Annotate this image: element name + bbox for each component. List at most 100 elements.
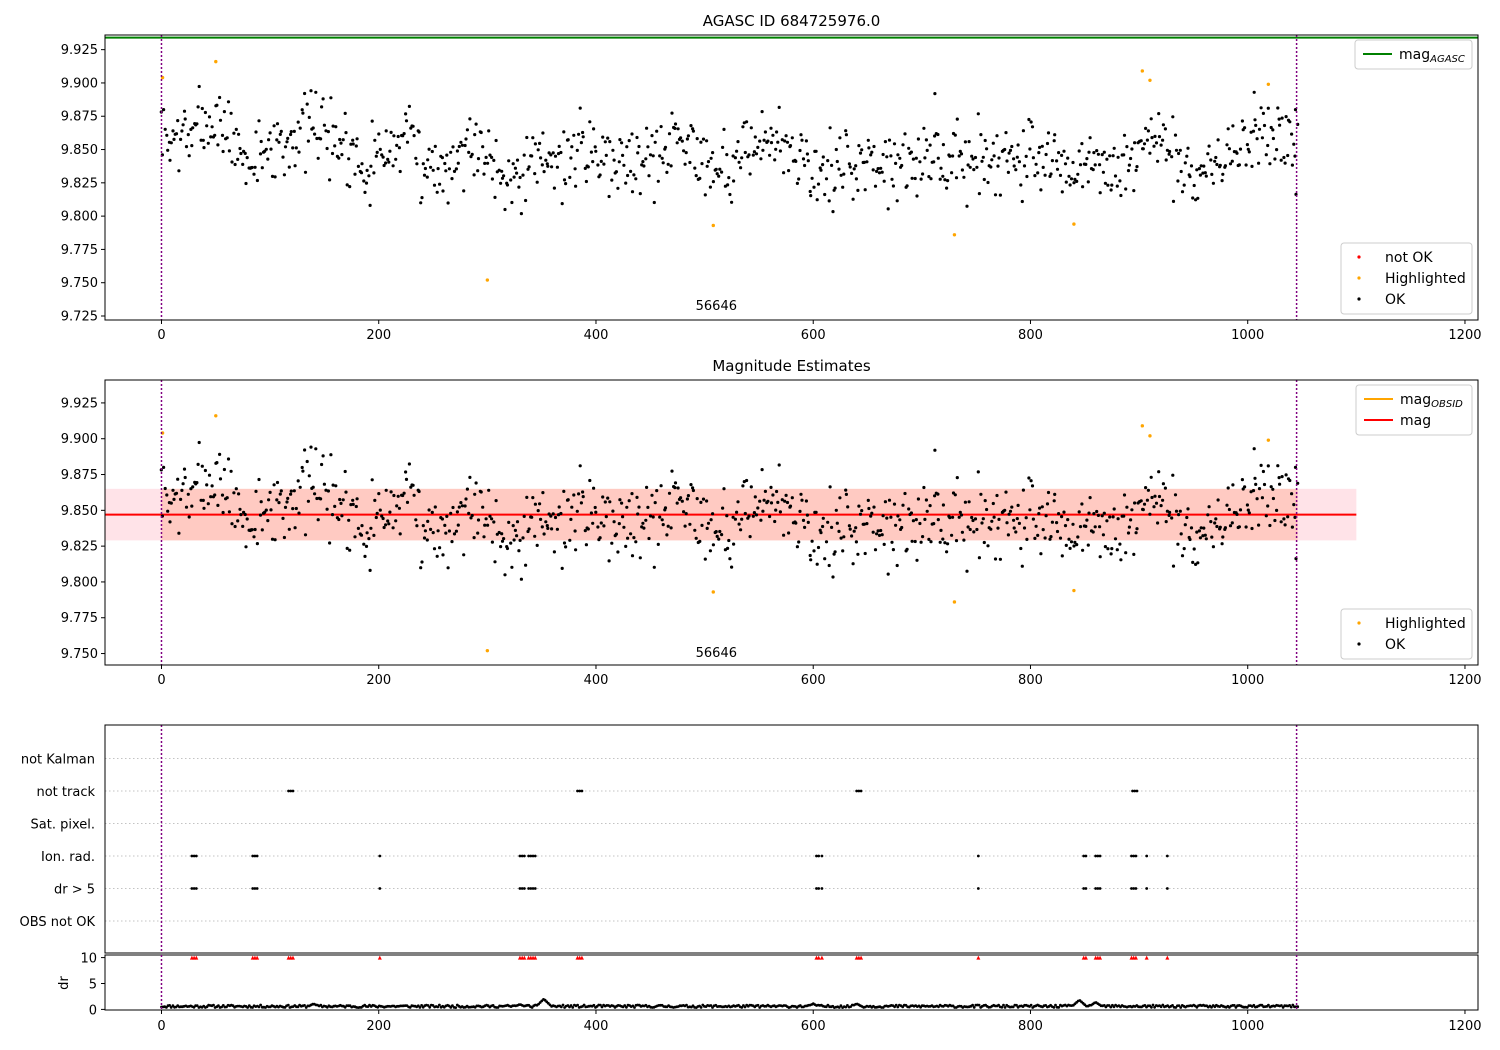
ok-data-point xyxy=(1108,154,1112,158)
ok-data-point xyxy=(816,182,821,186)
ok-data-point xyxy=(499,181,503,185)
ok-data-point xyxy=(979,492,983,496)
ok-data-point xyxy=(1271,136,1275,141)
ok-data-point xyxy=(837,529,841,534)
legend-label: magOBSID xyxy=(1400,392,1463,410)
ok-data-point xyxy=(933,134,937,138)
ok-data-point xyxy=(948,516,952,520)
ok-data-point xyxy=(356,526,360,531)
ok-data-point xyxy=(669,526,673,530)
ok-data-point xyxy=(432,547,437,551)
ok-data-point xyxy=(526,167,530,171)
ok-data-point xyxy=(492,158,496,162)
ok-data-point xyxy=(885,155,889,159)
flag-category-label: Sat. pixel. xyxy=(31,818,95,833)
ok-data-point xyxy=(1027,117,1031,122)
ok-data-point xyxy=(1084,162,1088,166)
ok-data-point xyxy=(560,202,564,206)
ok-data-point xyxy=(1036,533,1040,538)
ok-data-point xyxy=(292,489,296,493)
ok-data-point xyxy=(254,130,258,134)
ok-data-point xyxy=(810,176,814,180)
ok-data-point xyxy=(578,464,582,468)
ok-data-point xyxy=(500,532,504,536)
ok-data-point xyxy=(449,511,453,515)
not-ok-marker xyxy=(522,955,527,960)
ok-data-point xyxy=(348,185,352,189)
ok-data-point xyxy=(998,557,1003,561)
ok-data-point xyxy=(544,158,548,162)
ok-data-point xyxy=(1269,125,1273,130)
ok-data-point xyxy=(1278,123,1282,127)
dr-data-point xyxy=(1150,1005,1153,1009)
ok-data-point xyxy=(1126,169,1131,173)
ok-data-point xyxy=(354,144,358,148)
ok-data-point xyxy=(763,130,768,134)
flag-marker xyxy=(1098,887,1102,890)
ok-data-point xyxy=(979,133,983,137)
ok-data-point xyxy=(303,91,307,96)
ok-data-point xyxy=(411,483,415,487)
ok-data-point xyxy=(374,154,378,158)
ok-data-point xyxy=(866,498,870,502)
ok-data-point xyxy=(895,563,899,568)
ok-data-point xyxy=(586,165,590,169)
ok-data-point xyxy=(353,172,357,176)
ok-data-point xyxy=(467,150,471,154)
dr-data-point xyxy=(894,1003,898,1007)
ok-data-point xyxy=(726,183,730,187)
not-ok-marker xyxy=(290,955,295,960)
ok-data-point xyxy=(857,144,861,148)
ok-data-point xyxy=(989,165,993,169)
ok-data-point xyxy=(1235,512,1239,517)
ok-data-point xyxy=(721,506,725,510)
ok-data-point xyxy=(901,503,905,507)
ok-data-point xyxy=(1156,159,1160,163)
ok-data-point xyxy=(768,153,772,157)
ok-data-point xyxy=(1203,533,1207,537)
ok-data-point xyxy=(210,484,214,488)
ok-data-point xyxy=(718,529,722,534)
ok-data-point xyxy=(462,553,466,557)
dr-data-point xyxy=(756,1003,760,1007)
ok-data-point xyxy=(785,140,790,144)
ok-data-point xyxy=(826,159,830,163)
ok-data-point xyxy=(562,130,566,134)
ok-data-point xyxy=(1161,482,1165,486)
y-tick-label: 9.900 xyxy=(61,76,98,91)
ok-data-point xyxy=(773,519,777,524)
dr-data-point xyxy=(438,1003,441,1007)
ok-data-point xyxy=(446,201,450,205)
ok-data-point xyxy=(438,546,442,550)
ok-data-point xyxy=(682,510,686,514)
ok-data-point xyxy=(673,122,678,126)
ok-data-point xyxy=(1048,174,1052,178)
ok-data-point xyxy=(1080,142,1084,146)
ok-data-point xyxy=(1062,510,1066,514)
ok-data-point xyxy=(1277,476,1281,480)
ok-data-point xyxy=(365,168,369,172)
ok-data-point xyxy=(844,488,848,492)
ok-data-point xyxy=(1029,120,1033,124)
ok-data-point xyxy=(684,151,688,155)
legend-label: not OK xyxy=(1385,250,1433,266)
ok-data-point xyxy=(708,185,713,189)
ok-data-point xyxy=(1210,172,1214,176)
ok-data-point xyxy=(539,156,543,160)
ok-data-point xyxy=(202,146,206,150)
ok-data-point xyxy=(472,173,476,177)
ok-data-point xyxy=(708,549,713,553)
ok-data-point xyxy=(482,535,486,539)
ok-data-point xyxy=(715,172,719,176)
ok-data-point xyxy=(545,524,549,528)
ok-data-point xyxy=(769,126,773,130)
ok-data-point xyxy=(1250,526,1254,531)
ok-data-point xyxy=(329,96,333,100)
ok-data-point xyxy=(735,149,739,153)
ok-data-point xyxy=(1015,517,1019,521)
ok-data-point xyxy=(389,490,393,494)
ok-data-point xyxy=(856,188,860,192)
ok-data-point xyxy=(575,509,579,513)
ok-data-point xyxy=(1218,525,1222,529)
